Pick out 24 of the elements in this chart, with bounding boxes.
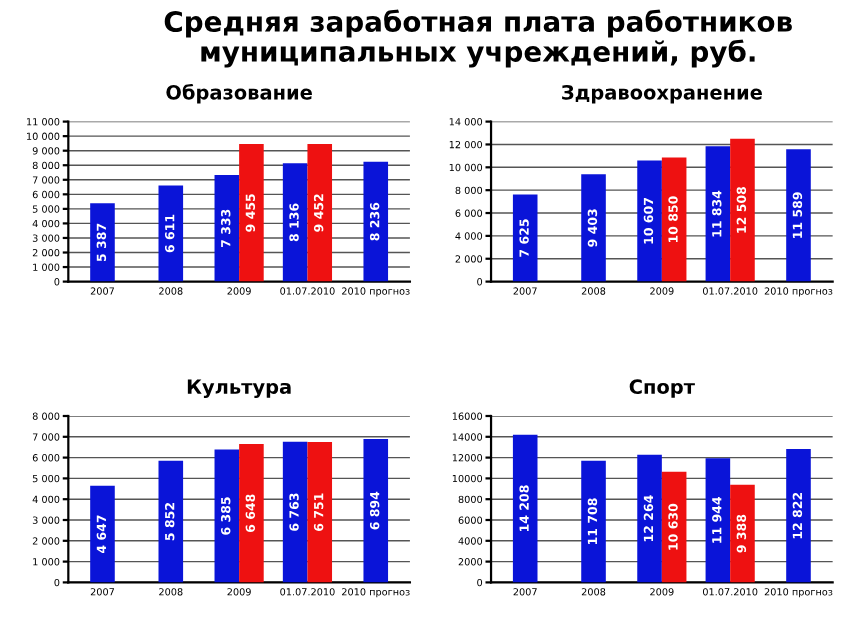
bar [786,449,811,583]
bar [661,157,687,282]
bar [363,439,389,583]
bar [512,434,538,583]
bar [239,144,264,282]
bar [512,194,538,282]
chart-title: Спорт [629,379,695,398]
bar [158,185,184,282]
chart-title: Здравоохранение [562,84,762,104]
bar [158,460,184,583]
chart-title: Культура [187,379,291,398]
text: Средняя заработная плата работников муниципальных учреждений, руб. [164,9,792,68]
bar [239,444,264,583]
bar [307,441,333,583]
bar [90,485,115,583]
bar [307,144,333,282]
bar [581,460,606,583]
bar [363,161,389,282]
bar [90,203,115,282]
bar [730,484,755,583]
bar [786,149,811,282]
bar [581,174,606,282]
chart-title: Образование [166,83,312,104]
bar [730,138,755,282]
